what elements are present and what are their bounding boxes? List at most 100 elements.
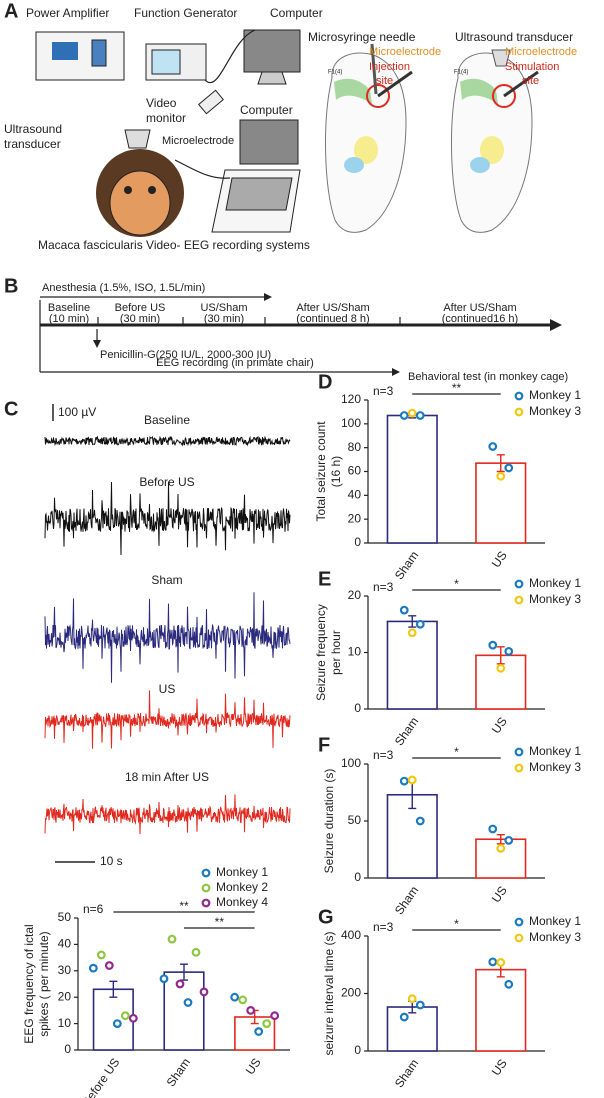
cable (204, 29, 256, 84)
y-tick-label: 0 (354, 870, 361, 884)
data-point (96, 950, 106, 960)
data-point (496, 843, 506, 853)
arrowhead (392, 368, 400, 376)
eeg-trace (44, 690, 291, 749)
y-tick-label: 50 (58, 910, 72, 924)
data-point (504, 979, 514, 989)
site (492, 84, 516, 108)
eeg-trace (44, 794, 291, 835)
panel-label: E (318, 568, 331, 590)
legend-label: Monkey 3 (529, 760, 581, 774)
phase-ticks (39, 300, 401, 372)
data-point (88, 963, 98, 973)
brain-label: Microsyringe needle (308, 30, 416, 44)
electrode (503, 70, 539, 98)
trace-label: 18 min After US (125, 770, 209, 784)
data-point (496, 663, 506, 673)
y-tick-label: 50 (348, 813, 362, 827)
data-point (504, 835, 514, 845)
panel-label: A (4, 0, 18, 22)
brain-region (480, 136, 504, 164)
phase-label: (continued16 h) (442, 313, 518, 325)
error-bar (408, 615, 417, 628)
x-tick-label: US (489, 715, 510, 737)
data-point (407, 628, 417, 638)
monitor (243, 29, 301, 73)
data-point (415, 411, 425, 420)
scale-label: 100 µV (58, 405, 96, 419)
data-point (399, 776, 409, 786)
brain-region (354, 136, 378, 164)
legend-label: Monkey 1 (216, 865, 268, 879)
significance: ** (179, 899, 189, 913)
phase-label: Baseline (48, 302, 90, 314)
brain-label: site (522, 75, 539, 87)
timeline-label: EEG recording (in primate chair) (156, 357, 314, 369)
y-tick-label: 80 (348, 440, 362, 454)
y-tick-label: 20 (58, 989, 72, 1003)
phase-label: After US/Sham (443, 302, 516, 314)
data-point (496, 471, 506, 481)
legend-marker (514, 917, 524, 927)
annotation: n=3 (373, 920, 394, 934)
x-tick-label: US (489, 549, 510, 571)
needle (370, 43, 378, 95)
panel-b: B Anesthesia (1.5%, ISO, 1.5L/min) Penic… (4, 275, 568, 383)
error-bar (109, 980, 118, 998)
y-axis-title: (16 h) (329, 456, 343, 487)
x-tick-label: Sham (392, 1057, 421, 1091)
x-tick-label: US (489, 1057, 510, 1079)
data-point (191, 947, 201, 957)
annotation: n=3 (373, 748, 394, 762)
data-point (415, 1000, 425, 1010)
data-point (488, 640, 498, 650)
data-point (270, 1011, 280, 1021)
y-tick-label: 100 (341, 756, 361, 770)
equipment-label: Function Generator (134, 6, 237, 20)
significance: * (454, 917, 459, 931)
x-tick-label: Sham (164, 1056, 193, 1090)
panel-a: A Power Amplifier Function Generator Com… (4, 0, 577, 252)
y-axis-title: Total seizure count (314, 421, 328, 522)
brain-label: Ultrasound transducer (455, 30, 573, 44)
panel-c: C 100 µV 10 s (4, 398, 123, 868)
phase-label: US/Sham (200, 302, 247, 314)
keyboard (225, 177, 293, 211)
bar (386, 1006, 438, 1052)
timeline-label: Anesthesia (1.5%, ISO, 1.5L/min) (42, 282, 205, 294)
monkey-face (109, 170, 171, 236)
monitor (239, 119, 299, 165)
trace-label: US (159, 682, 176, 696)
monkey-eye (124, 186, 132, 194)
legend-marker (514, 595, 524, 605)
legend-label: Monkey 1 (529, 744, 581, 758)
annotation: n=3 (373, 384, 394, 398)
legend-label: Monkey 3 (529, 404, 581, 418)
significance: ** (452, 381, 462, 395)
x-tick-label: Sham (392, 884, 421, 918)
significance: * (454, 745, 459, 759)
y-tick-label: 10 (348, 645, 362, 659)
brain-region (460, 78, 498, 104)
data-point (112, 1019, 122, 1028)
equipment-label: monitor (146, 111, 186, 125)
y-tick-label: 40 (348, 488, 362, 502)
generator-screen (151, 49, 181, 75)
data-point (407, 775, 417, 785)
eeg-trace (44, 592, 291, 683)
y-tick-label: 20 (348, 588, 362, 602)
panel-label: F (318, 734, 330, 756)
arrowhead (550, 319, 562, 331)
y-tick-label: 100 (341, 416, 361, 430)
data-point (504, 463, 514, 473)
data-point (254, 1027, 264, 1036)
error-bar (496, 646, 505, 665)
data-point (399, 1012, 409, 1022)
region-label: F1(4) (328, 70, 342, 76)
arrowhead (93, 340, 101, 348)
legend-marker (514, 933, 524, 943)
region-label: F1(4) (454, 70, 468, 76)
annotation: n=6 (83, 902, 104, 916)
brain-right: F1(4) (451, 49, 539, 233)
timeline-label: Penicillin-G(250 IU/L, 2000-300 IU) (100, 349, 271, 361)
